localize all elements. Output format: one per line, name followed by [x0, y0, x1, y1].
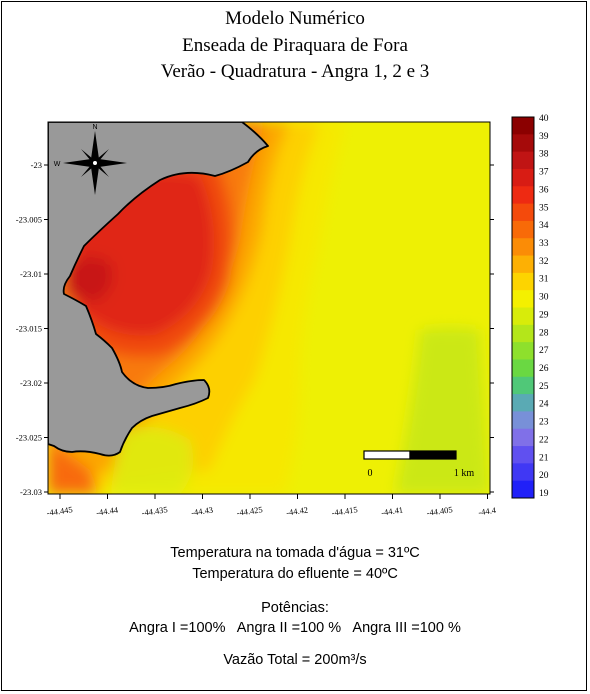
colorbar-label: 30	[539, 293, 549, 303]
intake-temperature-text: Temperatura na tomada d'água = 31ºC	[170, 545, 420, 561]
colorbar-label: 29	[539, 310, 549, 320]
colorbar-label: 24	[539, 400, 549, 410]
x-tick-label: -44.425	[236, 504, 263, 518]
colorbar-label: 32	[539, 257, 549, 267]
plot-frame	[47, 121, 491, 495]
colorbar-label: 27	[539, 346, 549, 356]
colorbar-segment	[512, 376, 534, 395]
colorbar-label: 26	[539, 364, 549, 374]
power-values: Angra I =100% Angra II =100 % Angra III …	[129, 620, 461, 636]
colorbar-label: 20	[539, 471, 549, 481]
colorbar-segment	[512, 463, 534, 482]
colorbar-label: 31	[539, 275, 549, 285]
colorbar-label: 23	[539, 418, 549, 428]
y-tick-label: -23.02	[20, 378, 42, 388]
title-line-2: Enseada de Piraquara de Fora	[182, 35, 408, 56]
y-axis: -23 -23.005 -23.01 -23.015 -23.02 -23.025 -23.…	[16, 160, 494, 497]
colorbar-label: 38	[539, 150, 549, 160]
compass-rose: N W	[54, 124, 127, 195]
colorbar-segment	[512, 168, 534, 187]
y-tick-label: -23.025	[16, 433, 42, 443]
x-tick-label: -44.43	[191, 505, 214, 518]
compass-west-label: W	[54, 161, 61, 168]
cool-zone-south	[110, 426, 194, 494]
colorbar-segment	[512, 238, 534, 257]
colorbar-segment	[512, 394, 534, 412]
colorbar-label: 36	[539, 185, 549, 195]
y-tick-label: -23.005	[16, 215, 42, 225]
x-tick-label: -44.445	[46, 504, 73, 518]
colorbar-segment	[512, 324, 534, 343]
colorbar-label: 37	[539, 168, 549, 178]
colorbar-segment	[512, 186, 534, 205]
plume-37	[65, 256, 113, 302]
scale-start-label: 0	[368, 468, 373, 479]
x-tick-label: -44.415	[331, 504, 358, 518]
scale-end-label: 1 km	[454, 468, 475, 479]
x-tick-label: -44.435	[141, 504, 168, 518]
colorbar-label: 25	[539, 382, 549, 392]
colorbar-label: 21	[539, 453, 549, 463]
title-line-1: Modelo Numérico	[225, 8, 365, 29]
x-tick-label: -44.42	[286, 505, 309, 518]
effluent-temperature-text: Temperatura do efluente = 40ºC	[192, 566, 398, 582]
colorbar-segment	[512, 151, 534, 170]
colorbar-segment	[512, 220, 534, 239]
colorbar-segment	[512, 117, 534, 135]
colorbar-label: 28	[539, 328, 549, 338]
colorbar-label: 40	[539, 114, 549, 124]
land-mass	[48, 122, 269, 457]
colorbar-label: 22	[539, 435, 549, 445]
y-tick-label: -23.03	[20, 487, 42, 497]
y-tick-label: -23.01	[20, 269, 42, 279]
y-tick-label: -23	[31, 160, 42, 170]
colorbar: 40 39 38 37 36 35 34 33 32 31 30 29 28 27 26 25 24 23 22 21…	[511, 114, 549, 499]
colorbar-segment	[512, 480, 534, 499]
colorbar-segment	[512, 446, 534, 464]
x-tick-label: -44.44	[96, 504, 120, 517]
colorbar-segment	[512, 428, 534, 447]
colorbar-label: 39	[539, 132, 549, 142]
colorbar-label: 35	[539, 203, 549, 213]
colorbar-segment	[512, 342, 534, 360]
colorbar-frame	[511, 116, 535, 499]
colorbar-segment	[512, 411, 534, 430]
x-axis: -44.445 -44.44 -44.435 -44.43 -44.425 -44.42 -…	[46, 494, 497, 518]
colorbar-label: 34	[539, 221, 549, 231]
x-tick-label: -44.4	[478, 505, 498, 517]
colorbar-segment	[512, 203, 534, 222]
y-tick-label: -23.015	[16, 324, 42, 334]
colorbar-segment	[512, 307, 534, 326]
scale-bar: 0 1 km	[363, 450, 475, 479]
temperature-field: N W 0 1 km	[48, 122, 490, 494]
total-flow-text: Vazão Total = 200m³/s	[223, 652, 367, 668]
colorbar-segment	[512, 255, 534, 274]
colorbar-label: 33	[539, 239, 549, 249]
title-line-3: Verão - Quadratura - Angra 1, 2 e 3	[160, 61, 430, 82]
colorbar-label: 19	[539, 489, 549, 499]
colorbar-segment	[512, 359, 534, 378]
colorbar-segment	[512, 272, 534, 291]
colorbar-segment	[512, 290, 534, 308]
plume-southwest	[48, 440, 100, 494]
compass-north-label: N	[92, 124, 97, 131]
colorbar-segment	[512, 134, 534, 153]
power-title: Potências:	[261, 600, 329, 616]
x-tick-label: -44.41	[381, 505, 404, 518]
x-tick-label: -44.405	[426, 504, 453, 518]
